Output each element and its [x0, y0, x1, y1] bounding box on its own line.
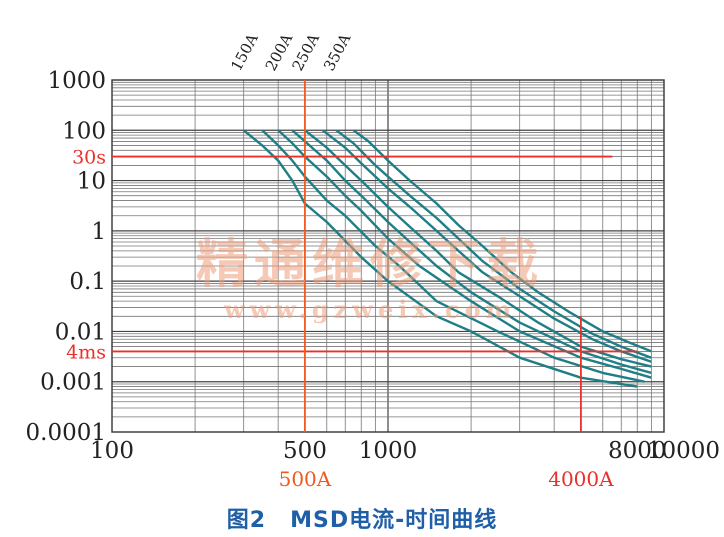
plot-frame [111, 79, 665, 433]
series-line-7 [335, 129, 652, 359]
series-label-150A: 150A [227, 30, 261, 73]
caption-number: 图2 [226, 508, 267, 533]
grid-lines [112, 80, 664, 432]
x-tick-label: 10000 [647, 438, 720, 464]
y-tick-label: 0.1 [69, 269, 106, 295]
series-line-8 [352, 129, 652, 353]
ref-label-4000A: 4000A [548, 467, 614, 491]
caption-title: MSD电流-时间曲线 [290, 508, 498, 533]
y-tick-labels: 1000 100 10 1 0.1 0.01 0.001 0.0001 [26, 68, 106, 446]
series-label-350A: 350A [320, 30, 354, 73]
y-tick-label: 0.001 [40, 370, 106, 396]
y-tick-label: 1000 [47, 68, 106, 94]
reference-lines [112, 80, 638, 432]
figure-caption: 图2 MSD电流-时间曲线 [0, 502, 724, 534]
series-line-1 [242, 129, 638, 388]
ref-label-4ms: 4ms [66, 341, 106, 363]
y-tick-label: 0.0001 [26, 420, 106, 446]
y-tick-label: 100 [62, 118, 106, 144]
x-tick-label: 100 [90, 438, 134, 464]
series-line-2 [261, 129, 645, 383]
y-tick-label: 1 [91, 219, 106, 245]
x-tick-label: 8000 [608, 438, 667, 464]
ref-label-500A: 500A [279, 467, 332, 491]
series-label-250A: 250A [289, 30, 323, 73]
reference-labels: 30s 4ms 500A 4000A [66, 147, 614, 491]
x-tick-label: 1000 [359, 438, 418, 464]
x-tick-label: 500 [283, 438, 327, 464]
ref-label-30s: 30s [72, 147, 106, 169]
series-line-6 [321, 129, 652, 363]
y-tick-label: 0.01 [55, 319, 106, 345]
y-tick-label: 10 [77, 169, 106, 195]
